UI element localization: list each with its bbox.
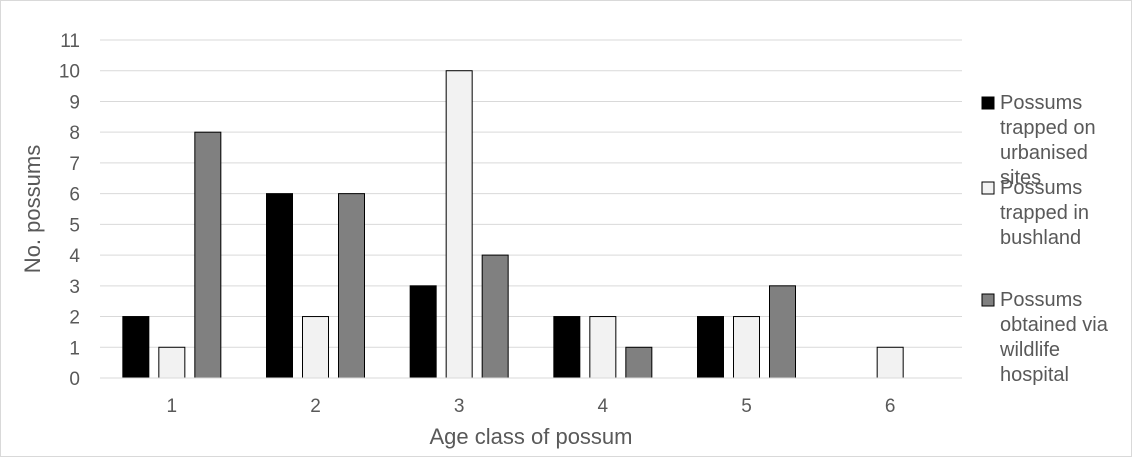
bar-series-1-category-3	[409, 285, 437, 379]
y-tick-label: 5	[69, 215, 80, 236]
legend-label-line: wildlife	[999, 339, 1060, 361]
y-tick-label: 2	[69, 308, 80, 329]
x-tick-label: 1	[167, 396, 178, 417]
x-tick-labels: 1 2 3 4 5 6	[167, 396, 896, 417]
legend-swatch-2	[981, 181, 995, 195]
legend-label-line: urbanised	[1000, 142, 1088, 164]
bar-series-2-category-2	[302, 316, 329, 379]
legend-label-line: Possums	[1000, 289, 1082, 311]
y-tick-label: 1	[69, 338, 80, 359]
bar-series-1-category-5	[697, 316, 724, 379]
y-tick-label: 11	[60, 31, 80, 52]
bar-series-2-category-1	[158, 346, 186, 379]
bar-series-3-category-1	[194, 131, 222, 379]
y-tick-label: 3	[69, 277, 80, 298]
x-tick-label: 5	[741, 396, 752, 417]
bar-series-3-category-2	[338, 193, 365, 379]
legend-label-1: Possums trapped on urbanised sites	[1000, 92, 1096, 189]
legend-label-line: trapped on	[1000, 117, 1096, 139]
y-tick-labels: 0 1 2 3 4 5 6 7 8 9 10 11	[59, 31, 81, 390]
legend-label-line: trapped in	[1000, 202, 1089, 224]
bar-series-1-category-2	[266, 193, 293, 379]
bar-series-2-category-3	[445, 70, 473, 379]
bar-series-3-category-5	[769, 285, 796, 379]
bar-series-3-category-4	[625, 346, 653, 379]
y-tick-label: 0	[69, 369, 80, 390]
legend-label-line: sites	[1000, 167, 1041, 189]
y-tick-label: 7	[69, 154, 80, 175]
x-tick-label: 6	[885, 396, 896, 417]
x-tick-label: 4	[598, 396, 609, 417]
x-tick-label: 3	[454, 396, 465, 417]
legend-label-line: hospital	[1000, 364, 1069, 386]
bars	[122, 70, 904, 379]
legend-label-2: Possums trapped in bushland	[1000, 177, 1089, 249]
y-tick-label: 4	[69, 246, 80, 267]
legend-label-line: bushland	[1000, 227, 1081, 249]
bar-series-3-category-3	[481, 254, 509, 379]
y-tick-label: 6	[69, 185, 80, 206]
bar-series-1-category-4	[553, 316, 581, 379]
legend-label-3: Possums obtained via wildlife hospital	[999, 289, 1109, 386]
gridlines	[100, 39, 962, 348]
bar-series-2-category-6	[876, 346, 904, 379]
y-axis-title: No. possums	[20, 145, 45, 273]
x-axis-title: Age class of possum	[430, 424, 633, 449]
bar-series-2-category-5	[733, 316, 760, 379]
legend-label-line: obtained via	[1000, 314, 1109, 336]
legend-swatch-1	[981, 96, 995, 110]
y-tick-label: 8	[69, 123, 80, 144]
legend-label-line: Possums	[1000, 92, 1082, 114]
y-tick-label: 10	[59, 62, 80, 83]
legend-swatch-3	[981, 293, 995, 307]
x-tick-label: 2	[310, 396, 321, 417]
legend-label-line: Possums	[1000, 177, 1082, 199]
y-tick-label: 9	[69, 92, 80, 113]
bar-series-2-category-4	[589, 316, 617, 379]
bar-series-1-category-1	[122, 316, 150, 379]
